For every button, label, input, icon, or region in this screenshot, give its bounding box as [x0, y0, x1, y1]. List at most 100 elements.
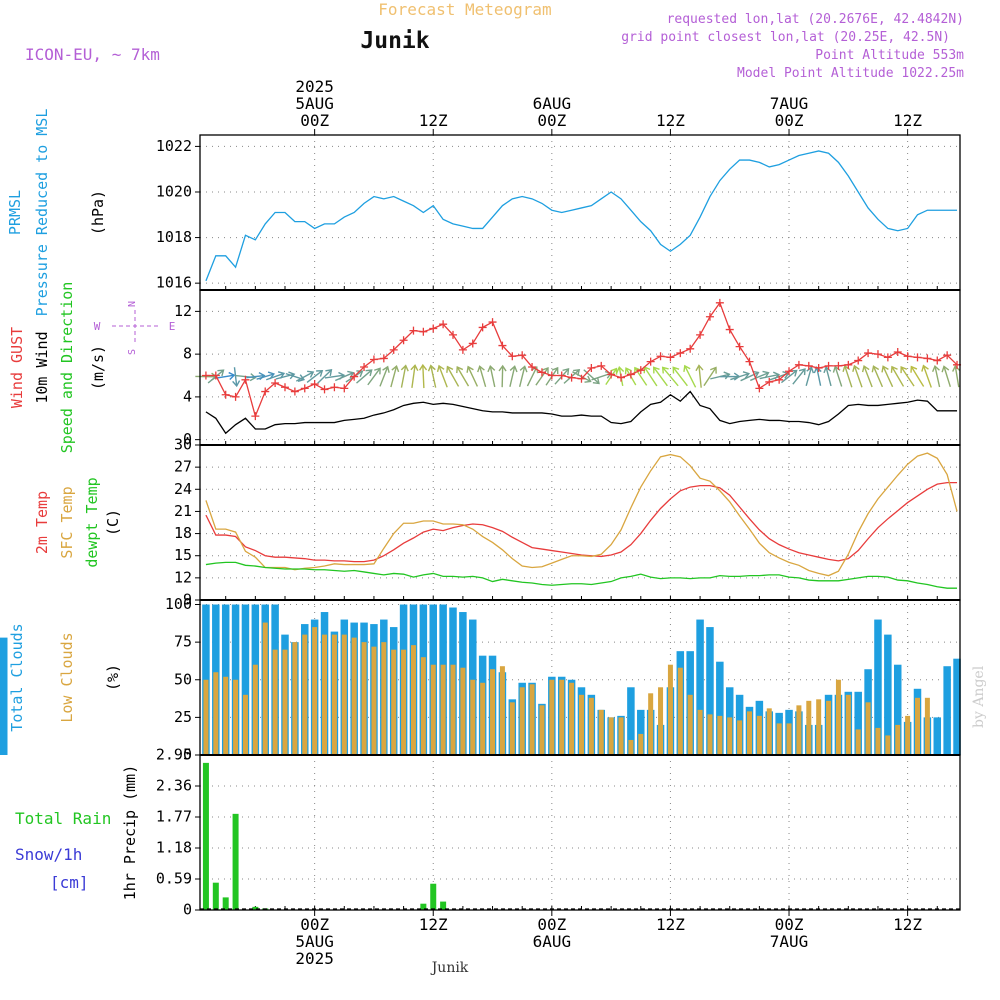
compass-w: W [94, 320, 101, 333]
gust-marker [903, 352, 912, 361]
low-clouds-bar [835, 679, 841, 755]
wind-direction-arrow [710, 371, 731, 380]
low-clouds-bar [381, 642, 387, 755]
wind-direction-arrow [466, 365, 479, 387]
gust-marker [913, 353, 922, 362]
gust-marker [518, 351, 527, 360]
low-clouds-bar [756, 715, 762, 755]
y-tick-label: 50 [174, 670, 192, 688]
axis-label: Pressure Reduced to MSL [33, 109, 51, 317]
gust-marker [458, 345, 467, 354]
y-tick-label: 12 [174, 302, 192, 320]
wind-panel: 0 4 8 12 Wind GUST 10m Wind Speed and Directio… [8, 282, 962, 453]
low-clouds-bar [915, 697, 921, 755]
gust-marker [221, 390, 230, 399]
gust-marker [854, 356, 863, 365]
wind-direction-arrow [317, 369, 333, 384]
low-clouds-bar [638, 733, 644, 755]
gust-marker [676, 349, 685, 358]
axis-label: Total Clouds [8, 623, 26, 731]
low-clouds-bar [746, 711, 752, 755]
y-tick-label: 0 [183, 901, 192, 919]
wind-direction-arrow [400, 364, 409, 388]
top-title: Forecast Meteogram [378, 0, 551, 19]
total-clouds-bar [953, 658, 961, 755]
gust-marker [725, 325, 734, 334]
gust-marker [547, 371, 556, 380]
gust-marker [478, 323, 487, 332]
axis-label: (m/s) [89, 345, 107, 390]
gust-marker [814, 364, 823, 373]
low-clouds-bar [598, 709, 604, 755]
point-altitude: Point Altitude 553m [815, 48, 964, 63]
time-label-bottom: 5AUG [295, 932, 334, 951]
gust-marker [923, 354, 932, 363]
low-clouds-bar [875, 727, 881, 755]
wind-direction-arrow [881, 365, 894, 388]
low-clouds-bar [341, 634, 347, 755]
low-clouds-bar [312, 627, 318, 755]
low-clouds-bar [233, 679, 239, 755]
gust-marker [804, 361, 813, 370]
gust-marker [705, 312, 714, 321]
total-clouds-bar [933, 717, 942, 755]
low-clouds-bar [618, 717, 624, 755]
model-altitude: Model Point Altitude 1022.25m [737, 66, 964, 81]
rain-bar [252, 906, 259, 910]
low-clouds-bar [707, 714, 713, 755]
panel-frame [199, 754, 961, 911]
low-clouds-bar [549, 679, 555, 755]
time-label-top: 00Z [537, 111, 566, 130]
total-clouds-bar [637, 709, 645, 755]
low-clouds-bar [410, 645, 416, 755]
low-clouds-bar [648, 693, 654, 755]
time-label-top: 12Z [419, 111, 448, 130]
wind-direction-arrow [931, 364, 941, 388]
low-clouds-bar [578, 694, 584, 755]
time-label-bottom: 00Z [300, 915, 329, 934]
low-clouds-bar [687, 694, 693, 755]
low-clouds-bar [420, 657, 426, 755]
low-clouds-bar [460, 667, 466, 755]
axis-label: 1hr Precip (mm) [121, 765, 139, 900]
low-clouds-bar [331, 634, 337, 755]
time-label-top: 7AUG [770, 94, 809, 113]
gust-marker [735, 342, 744, 351]
wind-direction-arrow [672, 366, 688, 387]
wind-direction-arrow [683, 364, 697, 388]
wind-direction-arrow [861, 364, 873, 388]
gust-marker [300, 384, 309, 393]
time-label-top: 12Z [656, 111, 685, 130]
axis-label: 10m Wind [33, 331, 51, 403]
gust-marker [873, 350, 882, 359]
y-tick-label: 1016 [156, 274, 192, 292]
wind-direction-arrow [436, 364, 448, 388]
total-clouds-bar [706, 627, 714, 755]
gust-marker [320, 385, 329, 394]
wind-direction-arrow [526, 366, 539, 387]
wind-direction-arrow [246, 372, 266, 381]
wind-direction-arrow [823, 366, 832, 387]
time-label-bottom: 00Z [537, 915, 566, 934]
time-label-bottom: 12Z [656, 915, 685, 934]
low-clouds-bar [490, 669, 496, 755]
y-tick-label: 30 [174, 436, 192, 454]
y-tick-label: 1.77 [156, 808, 192, 826]
wind-direction-arrow [456, 365, 470, 387]
wind-direction-arrow [740, 370, 760, 382]
wind-direction-arrow [832, 365, 843, 387]
time-label-top: 2025 [295, 77, 334, 96]
wind-direction-arrow [703, 366, 717, 387]
requested-coords: requested lon,lat (20.2676E, 42.4842N) [667, 12, 964, 27]
total-clouds-bar [874, 619, 882, 755]
gust-marker [567, 373, 576, 382]
low-clouds-bar [845, 694, 851, 755]
low-clouds-bar [826, 700, 832, 755]
precip-legend-label: Snow/1h [15, 845, 82, 864]
time-label-bottom: 6AUG [533, 932, 572, 951]
axis-label: SFC Temp [58, 486, 76, 558]
y-tick-label: 0 [183, 746, 192, 764]
low-clouds-bar [539, 705, 545, 755]
low-clouds-bar [470, 679, 476, 755]
low-clouds-bar [905, 715, 911, 755]
